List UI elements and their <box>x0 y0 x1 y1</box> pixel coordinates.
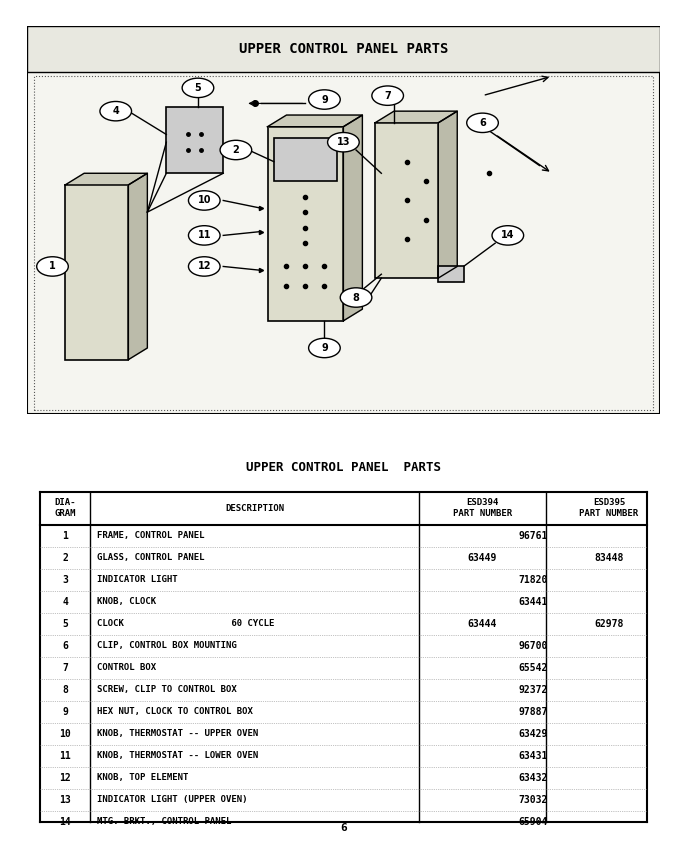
Circle shape <box>220 140 252 160</box>
Bar <box>267 126 343 320</box>
Text: 1: 1 <box>49 261 56 271</box>
Text: 62978: 62978 <box>594 618 624 629</box>
Text: 63444: 63444 <box>468 618 497 629</box>
Text: 2: 2 <box>62 552 68 563</box>
Text: KNOB, THERMOSTAT -- LOWER OVEN: KNOB, THERMOSTAT -- LOWER OVEN <box>97 751 258 760</box>
Text: 12: 12 <box>197 261 211 271</box>
Text: 73032: 73032 <box>518 795 548 805</box>
Circle shape <box>309 338 340 357</box>
Circle shape <box>182 78 214 98</box>
Text: 9: 9 <box>321 94 328 105</box>
Text: 6: 6 <box>62 641 68 650</box>
Bar <box>375 123 438 278</box>
Text: 2: 2 <box>233 145 239 155</box>
Text: 96761: 96761 <box>518 531 548 540</box>
Text: 63431: 63431 <box>518 751 548 760</box>
Text: 63441: 63441 <box>518 597 548 606</box>
Text: 5: 5 <box>194 82 201 93</box>
Text: 3: 3 <box>62 575 68 585</box>
Polygon shape <box>438 111 457 278</box>
Polygon shape <box>129 174 148 360</box>
Circle shape <box>492 226 524 245</box>
Text: 83448: 83448 <box>594 552 624 563</box>
Circle shape <box>309 90 340 109</box>
Text: ESD395
PART NUMBER: ESD395 PART NUMBER <box>579 498 639 518</box>
Circle shape <box>37 257 68 276</box>
Circle shape <box>188 191 220 210</box>
Text: 5: 5 <box>62 618 68 629</box>
Text: 13: 13 <box>59 795 71 805</box>
Circle shape <box>328 132 359 152</box>
Text: UPPER CONTROL PANEL  PARTS: UPPER CONTROL PANEL PARTS <box>246 460 441 473</box>
Circle shape <box>340 288 372 308</box>
Polygon shape <box>65 174 148 185</box>
Circle shape <box>466 113 498 132</box>
Bar <box>274 138 337 181</box>
Text: 7: 7 <box>62 662 68 673</box>
Text: MTG. BRKT., CONTROL PANEL: MTG. BRKT., CONTROL PANEL <box>97 817 231 826</box>
Circle shape <box>100 101 131 121</box>
Text: 97887: 97887 <box>518 707 548 716</box>
Circle shape <box>188 257 220 276</box>
Text: KNOB, CLOCK: KNOB, CLOCK <box>97 597 156 606</box>
Text: UPPER CONTROL PANEL PARTS: UPPER CONTROL PANEL PARTS <box>239 42 448 56</box>
Text: 14: 14 <box>501 230 515 241</box>
Text: CLOCK                    60 CYCLE: CLOCK 60 CYCLE <box>97 619 274 628</box>
Text: 9: 9 <box>321 343 328 353</box>
FancyBboxPatch shape <box>27 26 660 72</box>
Text: 11: 11 <box>197 230 211 241</box>
Text: GLASS, CONTROL PANEL: GLASS, CONTROL PANEL <box>97 553 204 562</box>
Text: 13: 13 <box>337 137 350 147</box>
Text: 9: 9 <box>62 707 68 716</box>
Text: FRAME, CONTROL PANEL: FRAME, CONTROL PANEL <box>97 531 204 540</box>
Text: 1: 1 <box>62 531 68 540</box>
Text: DIA-
GRAM: DIA- GRAM <box>54 498 76 518</box>
FancyBboxPatch shape <box>27 26 660 414</box>
Text: 63429: 63429 <box>518 728 548 739</box>
Text: KNOB, THERMOSTAT -- UPPER OVEN: KNOB, THERMOSTAT -- UPPER OVEN <box>97 729 258 738</box>
Circle shape <box>188 226 220 245</box>
Text: 65904: 65904 <box>518 817 548 826</box>
Text: SCREW, CLIP TO CONTROL BOX: SCREW, CLIP TO CONTROL BOX <box>97 685 237 694</box>
Polygon shape <box>343 115 362 320</box>
Text: CLIP, CONTROL BOX MOUNTING: CLIP, CONTROL BOX MOUNTING <box>97 641 237 650</box>
Text: INDICATOR LIGHT: INDICATOR LIGHT <box>97 576 177 584</box>
Text: INDICATOR LIGHT (UPPER OVEN): INDICATOR LIGHT (UPPER OVEN) <box>97 795 248 804</box>
Text: 6: 6 <box>340 823 347 833</box>
Text: 10: 10 <box>197 196 211 205</box>
Text: 4: 4 <box>62 597 68 606</box>
Text: 6: 6 <box>479 118 486 128</box>
Text: 63449: 63449 <box>468 552 497 563</box>
Text: HEX NUT, CLOCK TO CONTROL BOX: HEX NUT, CLOCK TO CONTROL BOX <box>97 707 253 716</box>
Text: 96700: 96700 <box>518 641 548 650</box>
Text: 8: 8 <box>62 685 68 695</box>
Text: KNOB, TOP ELEMENT: KNOB, TOP ELEMENT <box>97 773 188 782</box>
Text: 11: 11 <box>59 751 71 760</box>
Bar <box>438 266 464 282</box>
Polygon shape <box>267 115 362 126</box>
Text: CONTROL BOX: CONTROL BOX <box>97 663 156 672</box>
Text: 92372: 92372 <box>518 685 548 695</box>
Text: ESD394
PART NUMBER: ESD394 PART NUMBER <box>453 498 512 518</box>
Text: 8: 8 <box>353 293 360 302</box>
Bar <box>167 107 223 174</box>
Bar <box>65 185 129 360</box>
Text: 65542: 65542 <box>518 662 548 673</box>
Text: 63432: 63432 <box>518 772 548 783</box>
Text: 7: 7 <box>384 91 391 101</box>
Text: 71820: 71820 <box>518 575 548 585</box>
Text: 4: 4 <box>112 107 119 116</box>
Text: 12: 12 <box>59 772 71 783</box>
Circle shape <box>372 86 403 106</box>
Text: 10: 10 <box>59 728 71 739</box>
Text: 14: 14 <box>59 817 71 826</box>
Text: DESCRIPTION: DESCRIPTION <box>225 503 284 513</box>
Polygon shape <box>375 111 457 123</box>
